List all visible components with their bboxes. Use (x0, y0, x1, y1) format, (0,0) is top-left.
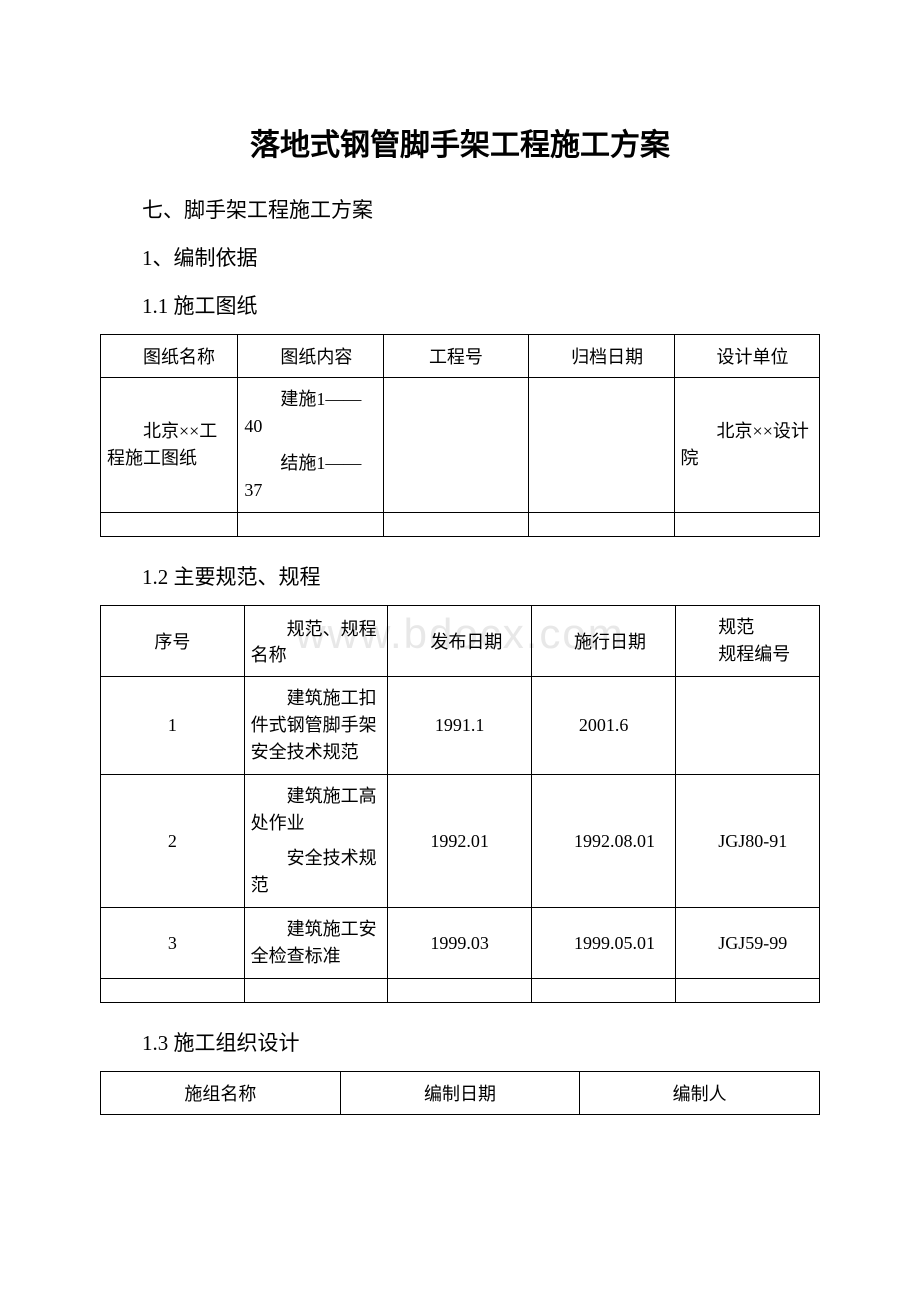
section-heading: 七、脚手架工程施工方案 (100, 194, 820, 224)
table-cell: 3 (101, 908, 245, 979)
table-header-row: 图纸名称 图纸内容 工程号 归档日期 设计单位 (101, 335, 820, 378)
table-header-cell: 编制人 (580, 1072, 820, 1115)
table-cell: 1999.03 (388, 908, 532, 979)
cell-line: 结施1——37 (244, 450, 376, 504)
table-cell (529, 378, 674, 513)
table-cell (101, 979, 245, 1003)
table-cell: 2001.6 (532, 677, 676, 775)
cell-line: 规范 (682, 614, 813, 641)
table-header-cell: 施行日期 (532, 606, 676, 677)
table-header-cell: 工程号 (383, 335, 528, 378)
table-cell (676, 979, 820, 1003)
table-header-cell: 设计单位 (674, 335, 819, 378)
table-header-cell: 规范、规程名称 (244, 606, 388, 677)
table-cell: 1991.1 (388, 677, 532, 775)
table-cell (101, 513, 238, 537)
table-cell: 2 (101, 775, 245, 908)
sub-sub-heading-1-1: 1.1 施工图纸 (100, 290, 820, 320)
table-cell: JGJ59-99 (676, 908, 820, 979)
table-header-cell: 发布日期 (388, 606, 532, 677)
table-empty-row (101, 979, 820, 1003)
table-cell: 1992.08.01 (532, 775, 676, 908)
sub-heading-1: 1、编制依据 (100, 242, 820, 272)
table-cell (529, 513, 674, 537)
table-header-cell: 序号 (101, 606, 245, 677)
table-header-cell: 施组名称 (101, 1072, 341, 1115)
table-cell: 北京××工程施工图纸 (101, 378, 238, 513)
table-cell: 1 (101, 677, 245, 775)
table-row: 北京××工程施工图纸 建施1——40 结施1——37 北京××设计院 (101, 378, 820, 513)
cell-line: 建筑施工高处作业 (251, 783, 382, 837)
table-cell: 建筑施工安全检查标准 (244, 908, 388, 979)
table-cell (383, 378, 528, 513)
table-cell: 建筑施工高处作业 安全技术规范 (244, 775, 388, 908)
drawings-table: 图纸名称 图纸内容 工程号 归档日期 设计单位 北京××工程施工图纸 建施1——… (100, 334, 820, 537)
table-header-row: 序号 规范、规程名称 发布日期 施行日期 规范 规程编号 (101, 606, 820, 677)
sub-sub-heading-1-3: 1.3 施工组织设计 (100, 1027, 820, 1057)
document-content: 落地式钢管脚手架工程施工方案 七、脚手架工程施工方案 1、编制依据 1.1 施工… (100, 120, 820, 1115)
table-cell: 北京××设计院 (674, 378, 819, 513)
cell-line: 规程编号 (682, 641, 813, 668)
table-cell (674, 513, 819, 537)
table-cell: 1992.01 (388, 775, 532, 908)
standards-table: 序号 规范、规程名称 发布日期 施行日期 规范 规程编号 1 建筑施工扣件式钢管… (100, 605, 820, 1003)
table-cell (532, 979, 676, 1003)
table-header-cell: 图纸名称 (101, 335, 238, 378)
table-header-cell: 归档日期 (529, 335, 674, 378)
cell-line: 安全技术规范 (251, 845, 382, 899)
table-empty-row (101, 513, 820, 537)
table-cell (676, 677, 820, 775)
table-cell: 1999.05.01 (532, 908, 676, 979)
table-cell: 建筑施工扣件式钢管脚手架安全技术规范 (244, 677, 388, 775)
sub-sub-heading-1-2: 1.2 主要规范、规程 (100, 561, 820, 591)
table-cell (238, 513, 383, 537)
table-row: 1 建筑施工扣件式钢管脚手架安全技术规范 1991.1 2001.6 (101, 677, 820, 775)
table-cell: JGJ80-91 (676, 775, 820, 908)
table-header-cell: 规范 规程编号 (676, 606, 820, 677)
cell-line: 建施1——40 (244, 386, 376, 440)
table-row: 3 建筑施工安全检查标准 1999.03 1999.05.01 JGJ59-99 (101, 908, 820, 979)
page-title: 落地式钢管脚手架工程施工方案 (100, 120, 820, 164)
table-header-cell: 编制日期 (340, 1072, 580, 1115)
table-header-row: 施组名称 编制日期 编制人 (101, 1072, 820, 1115)
table-row: 2 建筑施工高处作业 安全技术规范 1992.01 1992.08.01 JGJ… (101, 775, 820, 908)
table-cell: 建施1——40 结施1——37 (238, 378, 383, 513)
org-design-table: 施组名称 编制日期 编制人 (100, 1071, 820, 1115)
table-cell (383, 513, 528, 537)
table-header-cell: 图纸内容 (238, 335, 383, 378)
table-cell (244, 979, 388, 1003)
table-cell (388, 979, 532, 1003)
